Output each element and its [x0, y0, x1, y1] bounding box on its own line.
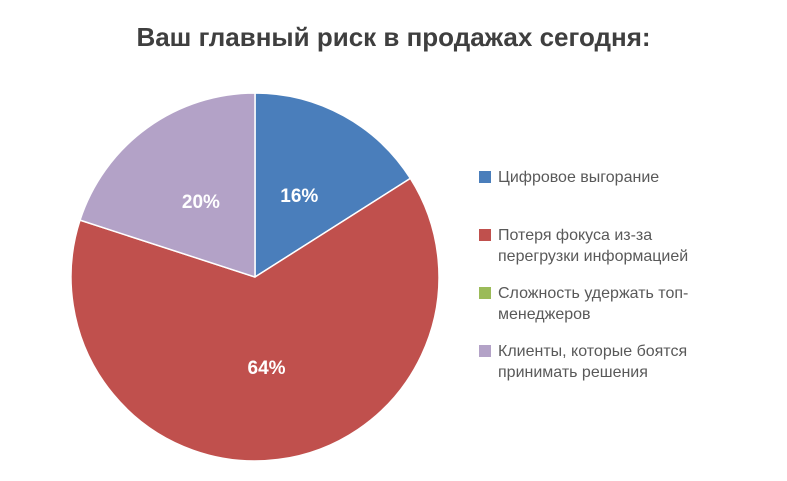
- pie-svg: 16% 64% 20%: [70, 92, 440, 462]
- legend-swatch-red: [479, 229, 491, 241]
- pie-chart: 16% 64% 20%: [63, 85, 447, 469]
- legend-swatch-blue: [479, 171, 491, 183]
- legend-item-3: Сложность удержать топ- менеджеров: [479, 283, 751, 341]
- pie-slice-data-label-2: 64%: [248, 358, 286, 379]
- chart-legend: Цифровое выгорание Потеря фокуса из-за п…: [479, 167, 751, 399]
- pie-slice-data-label-4: 20%: [182, 192, 220, 213]
- pie-slice-data-label-1: 16%: [280, 186, 318, 207]
- legend-label: Сложность удержать топ- менеджеров: [498, 285, 689, 323]
- legend-label: Клиенты, которые боятся принимать решени…: [498, 343, 688, 381]
- legend-swatch-green: [479, 287, 491, 299]
- legend-item-2: Потеря фокуса из-за перегрузки информаци…: [479, 225, 751, 283]
- legend-label: Потеря фокуса из-за перегрузки информаци…: [498, 227, 689, 265]
- chart-title: Ваш главный риск в продажах сегодня:: [136, 22, 651, 52]
- pie-slice-1: [254, 92, 412, 278]
- legend-item-1: Цифровое выгорание: [479, 167, 751, 225]
- pie-slice-2: [70, 177, 440, 462]
- legend-label: Цифровое выгорание: [498, 169, 660, 186]
- legend-item-4: Клиенты, которые боятся принимать решени…: [479, 341, 751, 399]
- legend-swatch-purple: [479, 345, 491, 357]
- pie-slice-4: [79, 92, 256, 278]
